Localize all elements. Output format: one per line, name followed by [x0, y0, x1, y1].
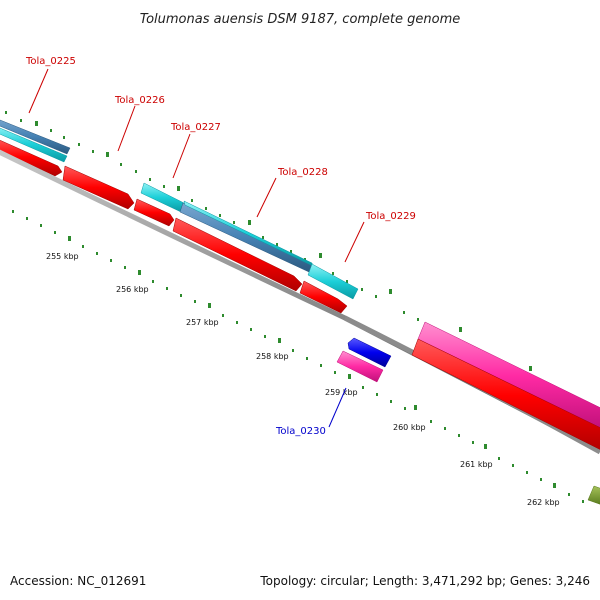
scale-labels: 255 kbp 256 kbp 257 kbp 258 kbp 259 kbp …: [46, 252, 560, 507]
accession-text: Accession: NC_012691: [10, 574, 146, 588]
gene-tola-0225-upper: [0, 119, 71, 155]
gene-label-tola-0226: Tola_0226: [114, 95, 165, 106]
cds-tola-0229: [299, 280, 348, 314]
genome-backbone: [0, 149, 600, 453]
gene-label-tola-0228: Tola_0228: [277, 167, 328, 178]
cds-tola-0225: [0, 139, 63, 177]
cds-tola-0227: [133, 198, 175, 227]
gene-olive: [587, 485, 600, 505]
gene-labels: Tola_0225 Tola_0226 Tola_0227 Tola_0228 …: [25, 56, 416, 437]
gene-reverse-blue: [347, 337, 392, 368]
summary-text: Topology: circular; Length: 3,471,292 bp…: [259, 574, 590, 588]
scale-label-258: 258 kbp: [256, 352, 289, 361]
gene-label-tola-0225: Tola_0225: [25, 56, 76, 67]
feature-track: [0, 119, 600, 505]
gene-label-tola-0229: Tola_0229: [365, 211, 416, 222]
inner-tick-row: [12, 210, 584, 503]
gene-label-tola-0230: Tola_0230: [275, 426, 326, 437]
scale-label-262: 262 kbp: [527, 498, 560, 507]
gene-tola-0230: [336, 350, 384, 383]
scale-label-255: 255 kbp: [46, 252, 79, 261]
cds-tola-0228: [172, 217, 303, 292]
scale-label-261: 261 kbp: [460, 460, 493, 469]
gene-tola-0225: [0, 127, 68, 163]
gene-label-tola-0227: Tola_0227: [170, 122, 221, 133]
gene-tola-0229: [307, 263, 359, 300]
scale-label-259: 259 kbp: [325, 388, 358, 397]
gene-pink-right: [417, 321, 600, 428]
cds-tola-0226: [62, 165, 135, 210]
map-title: Tolumonas auensis DSM 9187, complete gen…: [140, 12, 461, 27]
scale-label-260: 260 kbp: [393, 423, 426, 432]
scale-label-257: 257 kbp: [186, 318, 219, 327]
cds-red-right: [411, 338, 600, 450]
scale-label-256: 256 kbp: [116, 285, 149, 294]
